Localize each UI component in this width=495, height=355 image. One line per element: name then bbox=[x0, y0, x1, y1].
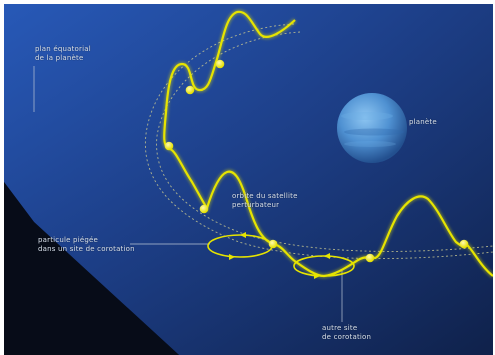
yellow-dot-icon bbox=[199, 204, 209, 214]
yellow-dot-icon bbox=[164, 141, 174, 151]
label-autre-line2: de corotation bbox=[322, 333, 372, 341]
arrowhead-icon bbox=[229, 232, 246, 260]
label-planete: planète bbox=[409, 118, 437, 127]
label-plan-equatorial: plan équatorial de la planète bbox=[35, 45, 91, 63]
label-particule-piegee: particule piégée dans un site de corotat… bbox=[38, 236, 135, 254]
arrowhead-icon bbox=[314, 253, 330, 279]
label-orbite-line1: orbite du satellite bbox=[232, 192, 298, 200]
orbit-guides bbox=[144, 23, 493, 260]
label-planete-text: planète bbox=[409, 118, 437, 126]
plane-shadow-edge bbox=[4, 182, 179, 355]
planet-sphere-icon bbox=[337, 93, 407, 163]
yellow-dot-icon bbox=[185, 85, 195, 95]
corotation-diagram: plan équatorial de la planète planète or… bbox=[4, 4, 493, 355]
label-autre-site: autre site de corotation bbox=[322, 324, 371, 342]
equatorial-plane bbox=[4, 4, 493, 355]
yellow-dot-icon bbox=[268, 239, 278, 249]
yellow-dot-icon bbox=[365, 253, 375, 263]
leader-lines bbox=[33, 66, 343, 322]
label-particule-line1: particule piégée bbox=[38, 236, 99, 244]
label-particule-line2: dans un site de corotation bbox=[38, 245, 135, 253]
label-plan-line2: de la planète bbox=[35, 54, 84, 62]
label-orbite-line2: perturbateur bbox=[232, 201, 280, 209]
particle-trajectory bbox=[161, 9, 493, 279]
yellow-dot-icon bbox=[459, 239, 469, 249]
label-plan-line1: plan équatorial bbox=[35, 45, 91, 53]
label-orbite-satellite: orbite du satellite perturbateur bbox=[232, 192, 298, 210]
diagram-canvas bbox=[4, 4, 493, 355]
label-autre-line1: autre site bbox=[322, 324, 358, 332]
yellow-dot-icon bbox=[215, 59, 225, 69]
particle-dots bbox=[164, 59, 469, 263]
